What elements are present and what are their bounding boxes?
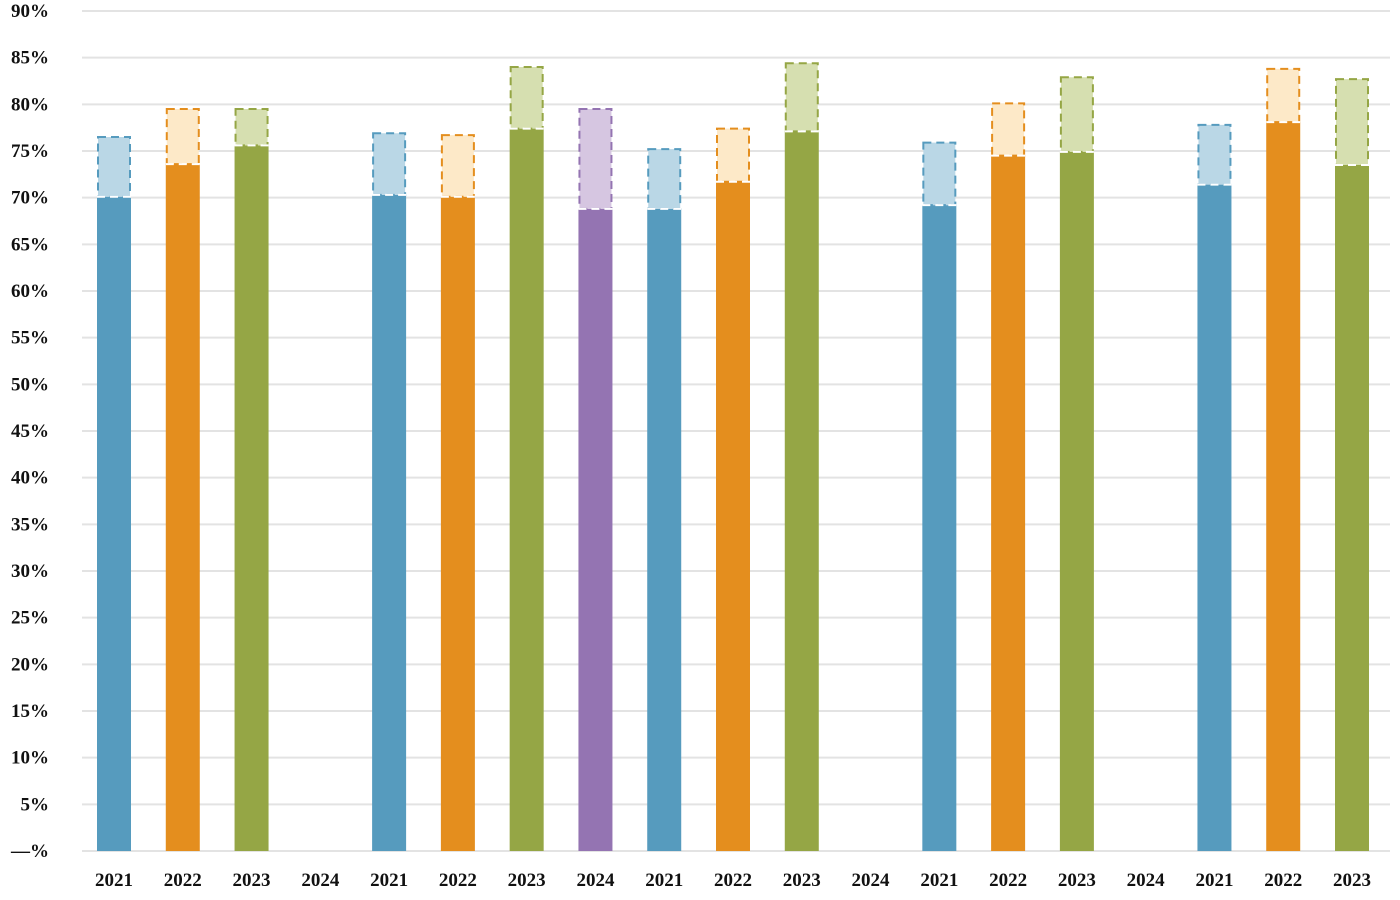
bar-2023 [509,128,544,852]
x-tick-label: 2021 [95,870,133,891]
y-tick-label: 85% [11,48,49,69]
x-tick-label: 2022 [1264,870,1302,891]
x-axis-ticks: 2021 2022 2023 2024 2021 2022 2023 2024 2021 2022… [95,870,1371,891]
x-tick-label: 2022 [989,870,1027,891]
y-tick-label: —% [10,841,49,862]
y-tick-label: 40% [11,468,49,489]
bar-range-2022 [1266,67,1301,124]
bar-2021 [922,205,957,852]
bar-range-2022 [165,108,200,166]
x-tick-label: 2021 [370,870,408,891]
bar-range-2023 [234,108,269,147]
bar-range-2023 [1335,78,1369,166]
x-tick-label: 2021 [920,870,958,891]
x-tick-label: 2021 [1195,870,1233,891]
y-tick-label: 75% [11,141,49,162]
y-tick-label: 90% [11,1,49,22]
bar-2023 [1335,165,1369,851]
bar-2024 [578,208,613,851]
bar-2022 [1266,122,1301,852]
bar-2022 [165,164,200,852]
y-tick-label: 60% [11,281,49,302]
y-tick-label: 35% [11,514,49,535]
x-tick-label: 2024 [852,870,891,891]
y-tick-label: 5% [21,794,50,815]
bar-2022 [440,196,475,851]
bar-2022 [716,181,750,852]
bar-range-2021 [647,148,682,210]
y-tick-label: 65% [11,234,49,255]
x-tick-label: 2022 [714,870,752,891]
x-tick-label: 2023 [233,870,271,891]
bar-range-2022 [991,102,1026,157]
bars [97,62,1369,852]
y-tick-label: 55% [11,328,49,349]
x-tick-label: 2023 [1058,870,1096,891]
bar-range-2023 [784,62,819,133]
x-tick-label: 2024 [576,870,615,891]
bar-2021 [647,208,682,851]
x-tick-label: 2022 [439,870,477,891]
y-tick-label: 80% [11,94,49,115]
bar-2023 [784,131,819,851]
bar-range-2021 [372,132,407,196]
y-tick-label: 25% [11,608,49,629]
y-tick-label: 10% [11,748,49,769]
bar-range-2021 [97,136,131,198]
y-tick-label: 70% [11,188,49,209]
x-tick-label: 2024 [1127,870,1166,891]
bar-2023 [234,145,269,851]
bar-2021 [372,194,407,851]
bar-2022 [991,155,1026,851]
x-tick-label: 2023 [783,870,821,891]
bar-2023 [1059,151,1094,851]
y-tick-label: 45% [11,421,49,442]
x-tick-label: 2022 [164,870,202,891]
bar-range-2023 [1059,76,1094,153]
x-tick-label: 2024 [301,870,340,891]
bar-range-2023 [509,66,544,130]
bar-range-2021 [922,141,957,207]
x-tick-label: 2023 [1333,870,1371,891]
bar-range-2022 [716,127,750,183]
y-tick-label: 20% [11,654,49,675]
x-tick-label: 2023 [508,870,546,891]
y-tick-label: 50% [11,374,49,395]
bar-2021 [1197,184,1232,852]
y-axis-ticks: —% 5% 10% 15% 20% 25% 30% 35% 40% 45% 50% 55% 60% 65%… [10,1,49,862]
bar-range-2022 [440,134,475,198]
bar-range-2021 [1197,123,1232,186]
y-tick-label: 15% [11,701,49,722]
y-tick-label: 30% [11,561,49,582]
bar-2021 [97,196,131,851]
bar-range-2024 [578,108,613,210]
x-tick-label: 2021 [645,870,683,891]
